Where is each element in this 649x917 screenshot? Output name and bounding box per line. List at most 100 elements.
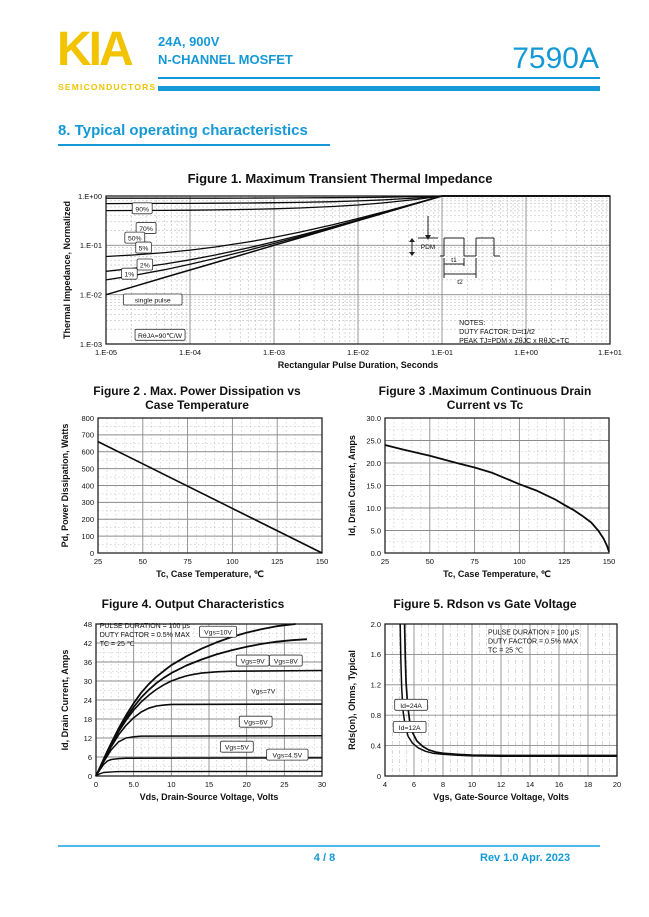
svg-text:50%: 50% bbox=[128, 236, 142, 243]
svg-text:TC = 25 ℃: TC = 25 ℃ bbox=[100, 641, 135, 648]
svg-text:6: 6 bbox=[412, 780, 416, 789]
svg-text:10: 10 bbox=[167, 780, 175, 789]
svg-text:200: 200 bbox=[81, 515, 94, 524]
svg-text:Vgs=10V: Vgs=10V bbox=[204, 630, 232, 637]
svg-text:Vgs=7V: Vgs=7V bbox=[251, 689, 275, 696]
svg-text:PULSE DURATION = 100 μS: PULSE DURATION = 100 μS bbox=[488, 630, 580, 637]
y-axis-label: Id, Drain Current, Amps bbox=[347, 435, 357, 536]
svg-text:600: 600 bbox=[81, 448, 94, 457]
svg-text:36: 36 bbox=[84, 658, 92, 667]
figure-4-plot: 0 5.0 10 15 20 25 30 0 6 12 18 24 30 36 42 48 Vds, Drain… bbox=[60, 620, 326, 802]
svg-text:15.0: 15.0 bbox=[366, 481, 381, 490]
plot-border bbox=[105, 195, 611, 345]
grid bbox=[105, 195, 611, 345]
svg-text:30: 30 bbox=[318, 780, 326, 789]
figure-1-title: Figure 1. Maximum Transient Thermal Impe… bbox=[187, 171, 493, 186]
tick-labels: 4 6 8 10 12 14 16 18 20 0 0.4 0.8 1.2 1.6 2.0 bbox=[371, 620, 622, 789]
svg-text:1.E-03: 1.E-03 bbox=[263, 348, 285, 357]
svg-text:75: 75 bbox=[470, 557, 478, 566]
svg-text:2.0: 2.0 bbox=[371, 620, 381, 629]
svg-text:single pulse: single pulse bbox=[135, 297, 171, 304]
svg-text:700: 700 bbox=[81, 431, 94, 440]
svg-text:PULSE DURATION = 100 μs: PULSE DURATION = 100 μs bbox=[100, 623, 191, 630]
curves bbox=[384, 444, 610, 552]
svg-text:0.8: 0.8 bbox=[371, 711, 381, 720]
svg-text:42: 42 bbox=[84, 639, 92, 648]
svg-text:125: 125 bbox=[271, 557, 284, 566]
svg-text:Vgs=6V: Vgs=6V bbox=[244, 720, 268, 727]
section-title: 8. Typical operating characteristics bbox=[58, 122, 308, 139]
grid bbox=[97, 417, 323, 554]
revision-label: Rev 1.0 Apr. 2023 bbox=[480, 852, 571, 864]
page-number: 4 / 8 bbox=[313, 852, 336, 864]
svg-text:Vgs=4.5V: Vgs=4.5V bbox=[273, 753, 303, 760]
svg-text:24: 24 bbox=[84, 696, 92, 705]
svg-text:0.0: 0.0 bbox=[371, 549, 381, 558]
svg-text:50: 50 bbox=[139, 557, 147, 566]
svg-text:0: 0 bbox=[94, 780, 98, 789]
svg-text:48: 48 bbox=[84, 620, 92, 629]
svg-text:Vgs=5V: Vgs=5V bbox=[225, 745, 249, 752]
curve-Id bbox=[384, 444, 610, 552]
notes: NOTES: DUTY FACTOR: D=t1/t2 PEAK TJ=PDM x … bbox=[459, 320, 569, 345]
svg-text:0: 0 bbox=[90, 549, 94, 558]
y-axis-label: Pd, Power Dissipation, Watts bbox=[60, 424, 70, 548]
curve-Id=24A bbox=[403, 623, 617, 757]
svg-text:150: 150 bbox=[603, 557, 616, 566]
curve-labels: Id=24A Id=12A bbox=[392, 698, 428, 733]
svg-text:0.4: 0.4 bbox=[371, 741, 381, 750]
svg-text:10.0: 10.0 bbox=[366, 504, 381, 513]
plot-border bbox=[97, 417, 323, 554]
svg-text:t2: t2 bbox=[457, 279, 463, 286]
svg-text:15: 15 bbox=[205, 780, 213, 789]
x-axis-label: Tc, Case Temperature, ℃ bbox=[443, 569, 551, 579]
y-axis-label: Thermal Impedance, Normalized bbox=[62, 201, 72, 339]
curves bbox=[105, 195, 610, 296]
svg-text:0: 0 bbox=[377, 772, 381, 781]
kia-logo: KIA bbox=[57, 23, 134, 76]
figure-2-title-line1: Figure 2 . Max. Power Dissipation vs bbox=[93, 384, 301, 398]
svg-text:1.E-01: 1.E-01 bbox=[80, 241, 102, 250]
header-rule-thick bbox=[158, 86, 600, 91]
svg-text:TC = 25 ℃: TC = 25 ℃ bbox=[488, 648, 523, 655]
svg-text:4: 4 bbox=[383, 780, 387, 789]
svg-text:125: 125 bbox=[558, 557, 571, 566]
plot-border bbox=[384, 417, 610, 554]
svg-text:PDM: PDM bbox=[421, 244, 435, 251]
svg-text:1.E-02: 1.E-02 bbox=[80, 290, 102, 299]
svg-text:70%: 70% bbox=[139, 226, 153, 233]
svg-text:300: 300 bbox=[81, 498, 94, 507]
figure-5-title: Figure 5. Rdson vs Gate Voltage bbox=[393, 597, 577, 611]
figure-1-plot: 1.E-05 1.E-04 1.E-03 1.E-02 1.E-01 1.E+00 1.E+… bbox=[62, 192, 622, 370]
x-axis-label: Rectangular Pulse Duration, Seconds bbox=[278, 360, 439, 370]
svg-text:25.0: 25.0 bbox=[366, 436, 381, 445]
plot-border bbox=[95, 623, 323, 777]
grid bbox=[384, 417, 610, 554]
svg-text:1.6: 1.6 bbox=[371, 650, 381, 659]
figure-3-title-line2: Current vs Tc bbox=[446, 397, 524, 412]
curve-Vgs=5V bbox=[95, 757, 323, 777]
svg-text:2%: 2% bbox=[140, 262, 150, 269]
svg-text:75: 75 bbox=[183, 557, 191, 566]
tick-labels: 25 50 75 100 125 150 0 100 200 300 400 500 600 700 800 bbox=[81, 414, 328, 566]
x-axis-label: Tc, Case Temperature, ℃ bbox=[156, 569, 264, 579]
svg-text:14: 14 bbox=[526, 780, 534, 789]
svg-text:6: 6 bbox=[88, 753, 92, 762]
svg-text:25: 25 bbox=[94, 557, 102, 566]
header-rule-thin bbox=[158, 77, 600, 79]
svg-text:100: 100 bbox=[81, 532, 94, 541]
svg-text:1.E-01: 1.E-01 bbox=[431, 348, 453, 357]
svg-text:RθJA=90℃/W: RθJA=90℃/W bbox=[138, 333, 183, 340]
curves bbox=[399, 623, 617, 757]
figure-3-plot: 25 50 75 100 125 150 0.0 5.0 10.0 15.0 20.0 25.0 30.… bbox=[347, 414, 615, 579]
svg-text:Id=24A: Id=24A bbox=[400, 703, 422, 710]
footer-rule bbox=[58, 845, 600, 847]
svg-text:Vgs=9V: Vgs=9V bbox=[241, 659, 265, 666]
figure-2-title-line2: Case Temperature bbox=[145, 397, 249, 412]
tick-labels: 25 50 75 100 125 150 0.0 5.0 10.0 15.0 20.0 25.0 30.… bbox=[366, 414, 615, 566]
svg-text:800: 800 bbox=[81, 414, 94, 423]
svg-text:DUTY FACTOR = 0.5% MAX: DUTY FACTOR = 0.5% MAX bbox=[100, 632, 191, 639]
section-title-underline bbox=[58, 144, 330, 146]
svg-text:1.E-03: 1.E-03 bbox=[80, 340, 102, 349]
